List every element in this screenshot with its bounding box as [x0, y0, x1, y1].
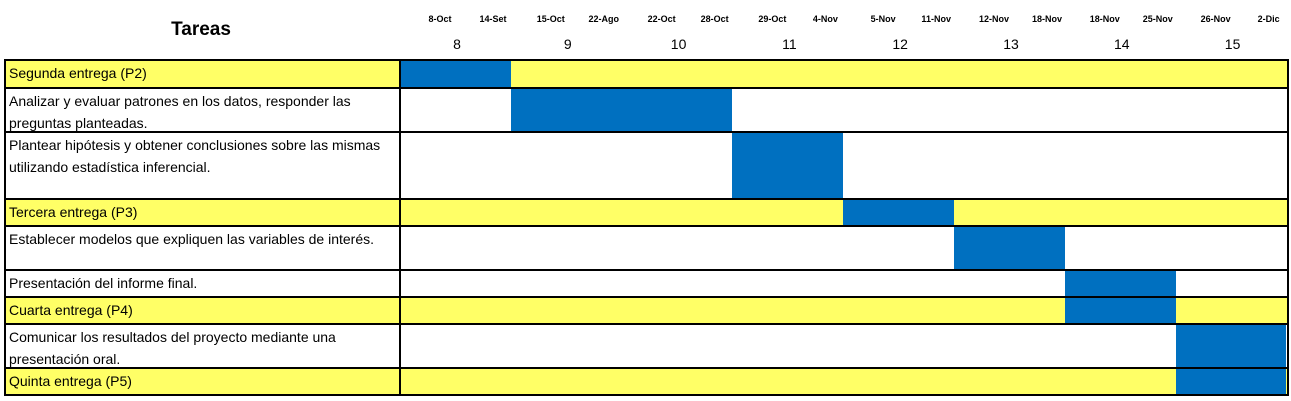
date-label: 18-Nov — [1089, 14, 1120, 24]
task-bar — [954, 226, 1065, 270]
task-timeline — [400, 226, 1287, 270]
date-label: 14-Set — [479, 14, 507, 24]
task-bar — [732, 132, 844, 199]
task-name: Segunda entrega (P2) — [5, 60, 400, 88]
week-label: 11 — [782, 36, 797, 52]
week-label: 9 — [563, 36, 572, 52]
week-label: 12 — [892, 36, 908, 52]
task-name: Cuarta entrega (P4) — [5, 297, 400, 324]
date-label: 5-Nov — [870, 14, 896, 24]
date-label: 29-Oct — [758, 14, 787, 24]
grid-line — [5, 59, 1287, 61]
task-timeline — [400, 199, 1287, 226]
date-label: 8-Oct — [428, 14, 452, 24]
task-bar — [1064, 297, 1176, 324]
tasks-column-title: Tareas — [171, 19, 231, 40]
task-bar — [510, 88, 733, 132]
task-bar — [400, 60, 511, 88]
week-label: 14 — [1114, 36, 1130, 52]
grid-line — [1287, 59, 1289, 396]
week-label: 10 — [670, 36, 687, 52]
task-row: Cuarta entrega (P4) — [0, 297, 1291, 324]
task-row: Segunda entrega (P2) — [0, 60, 1291, 88]
date-label: 26-Nov — [1200, 14, 1231, 24]
date-label: 2-Dic — [1257, 14, 1280, 24]
grid-line — [5, 323, 1287, 325]
task-row: Establecer modelos que expliquen las var… — [0, 226, 1291, 270]
task-timeline — [400, 270, 1287, 297]
date-label: 12-Nov — [978, 14, 1010, 24]
task-row: Presentación del informe final. — [0, 270, 1291, 297]
week-label: 15 — [1224, 36, 1241, 52]
grid-line — [5, 225, 1287, 227]
task-timeline — [400, 132, 1287, 199]
task-bar — [1064, 270, 1176, 297]
grid-line — [5, 87, 1287, 89]
task-row: Quinta entrega (P5) — [0, 368, 1291, 395]
task-name: Plantear hipótesis y obtener conclusione… — [5, 132, 400, 199]
task-name: Presentación del informe final. — [5, 270, 400, 297]
grid-line — [399, 59, 401, 396]
grid-line — [5, 198, 1287, 200]
task-name: Analizar y evaluar patrones en los datos… — [5, 88, 400, 132]
chart-header: Tareas 8-Oct 14-Set 15-Oct 22-Ago 22-Oct 28-O… — [0, 0, 1291, 60]
week-label: 13 — [1003, 36, 1019, 52]
task-name: Tercera entrega (P3) — [5, 199, 400, 226]
task-row: Analizar y evaluar patrones en los datos… — [0, 88, 1291, 132]
grid-line — [5, 296, 1287, 298]
task-timeline — [400, 60, 1287, 88]
date-label: 28-Oct — [700, 14, 729, 24]
date-label: 4-Nov — [812, 14, 838, 24]
date-label: 25-Nov — [1142, 14, 1173, 24]
task-bar — [1175, 324, 1287, 368]
grid-line — [5, 394, 1287, 396]
task-name: Comunicar los resultados del proyecto me… — [5, 324, 400, 368]
grid-line — [5, 367, 1287, 369]
date-label: 15-Oct — [536, 14, 565, 24]
task-bar — [1175, 368, 1287, 395]
task-timeline — [400, 297, 1287, 324]
grid-line — [4, 59, 6, 396]
task-bar — [843, 199, 954, 226]
date-label: 11-Nov — [921, 14, 951, 24]
task-timeline — [400, 88, 1287, 132]
grid-line — [5, 131, 1287, 133]
task-row: Tercera entrega (P3) — [0, 199, 1291, 226]
task-row: Plantear hipótesis y obtener conclusione… — [0, 132, 1291, 199]
task-row: Comunicar los resultados del proyecto me… — [0, 324, 1291, 368]
date-label: 22-Oct — [647, 14, 676, 24]
date-label: 18-Nov — [1031, 14, 1063, 24]
date-label: 22-Ago — [588, 14, 620, 24]
task-timeline — [400, 324, 1287, 368]
task-name: Quinta entrega (P5) — [5, 368, 400, 395]
task-name: Establecer modelos que expliquen las var… — [5, 226, 400, 270]
task-timeline — [400, 368, 1287, 395]
week-label: 8 — [453, 36, 461, 52]
grid-line — [5, 269, 1287, 271]
